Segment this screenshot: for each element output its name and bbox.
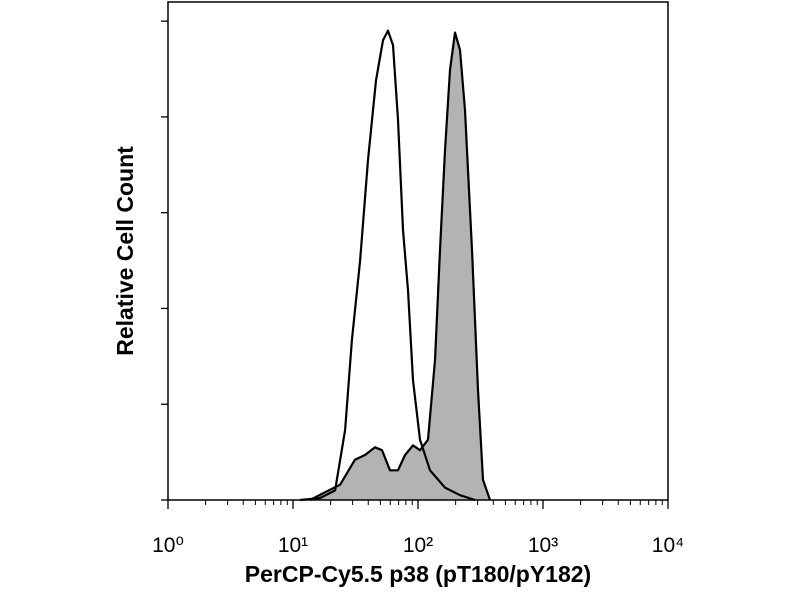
x-tick-label: 10⁰ <box>152 534 184 557</box>
area <box>310 32 490 500</box>
x-tick-label: 10⁴ <box>652 534 684 557</box>
x-tick-label: 10³ <box>528 534 558 557</box>
x-tick-label: 10¹ <box>278 534 308 557</box>
series-line <box>299 29 476 502</box>
y-axis-label: Relative Cell Count <box>112 146 138 356</box>
x-tick-label: 10² <box>403 534 433 557</box>
x-axis-label: PerCP-Cy5.5 p38 (pT180/pY182) <box>245 561 591 587</box>
series-line <box>309 31 492 501</box>
